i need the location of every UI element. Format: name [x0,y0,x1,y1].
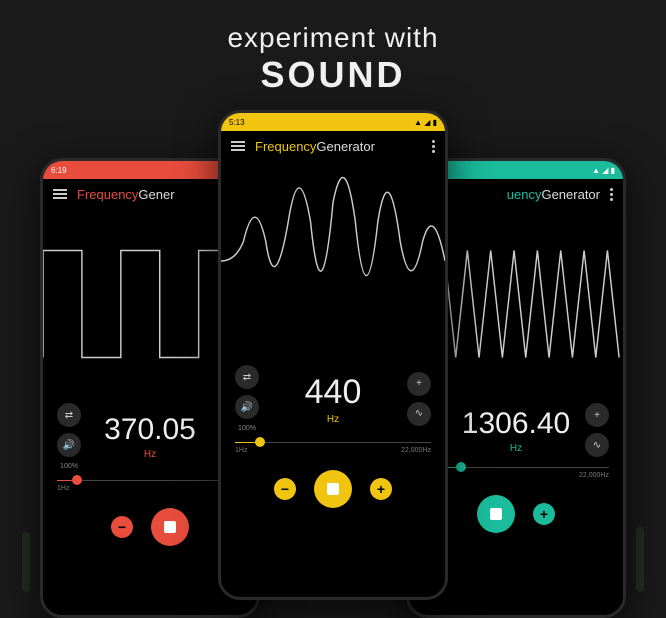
frequency-display: 1306.40 Hz [462,407,570,454]
slider-max-label: 22,000Hz [401,447,431,454]
menu-icon[interactable] [53,189,67,199]
waveform-display [221,161,445,361]
volume-label: 100% [238,425,256,432]
frequency-unit: Hz [305,414,362,425]
minus-button[interactable]: − [111,516,133,538]
status-bar: 5:13 ▲ ◢ ▮ [221,113,445,131]
volume-label: 100% [60,463,78,470]
balance-button[interactable]: ⇄ [235,365,259,389]
phone-mockup-center: 5:13 ▲ ◢ ▮ FrequencyGenerator ⇄ 🔊 100% 4… [218,110,448,600]
app-bar: FrequencyGenerator [221,131,445,161]
frequency-unit: Hz [104,449,196,460]
stop-button[interactable] [314,470,352,508]
frequency-value: 440 [305,373,362,412]
status-time: 5:13 [229,118,245,127]
slider-min-label: 1Hz [235,447,247,454]
headline-line2: SOUND [0,54,666,96]
wave-type-button[interactable]: ∿ [407,402,431,426]
headline-line1: experiment with [0,22,666,54]
status-icons: ▲ ◢ ▮ [592,166,615,175]
status-icons: ▲ ◢ ▮ [414,118,437,127]
headline: experiment with SOUND [0,0,666,96]
volume-button[interactable]: 🔊 [235,395,259,419]
slider-min-label: 1Hz [57,485,69,492]
slider-max-label: 22,000Hz [579,472,609,479]
plus-button[interactable]: + [533,503,555,525]
more-menu-icon[interactable] [432,140,435,153]
frequency-unit: Hz [462,443,570,454]
plus-button[interactable]: + [407,372,431,396]
wave-type-button[interactable]: ∿ [585,433,609,457]
frequency-slider[interactable]: 1Hz 22,000Hz [221,432,445,454]
app-title: FrequencyGenerator [255,139,422,154]
status-time: 6:19 [51,166,67,175]
balance-button[interactable]: ⇄ [57,403,81,427]
menu-icon[interactable] [231,141,245,151]
stop-button[interactable] [477,495,515,533]
frequency-display: 370.05 Hz [104,413,196,460]
more-menu-icon[interactable] [610,188,613,201]
stop-button[interactable] [151,508,189,546]
frequency-value: 370.05 [104,413,196,447]
minus-button[interactable]: − [274,478,296,500]
frequency-value: 1306.40 [462,407,570,441]
volume-button[interactable]: 🔊 [57,433,81,457]
controls-row: ⇄ 🔊 100% 440 Hz + ∿ [221,365,445,432]
frequency-display: 440 Hz [305,373,362,425]
play-controls: − + [221,470,445,508]
plus-button[interactable]: + [370,478,392,500]
plus-button[interactable]: + [585,403,609,427]
